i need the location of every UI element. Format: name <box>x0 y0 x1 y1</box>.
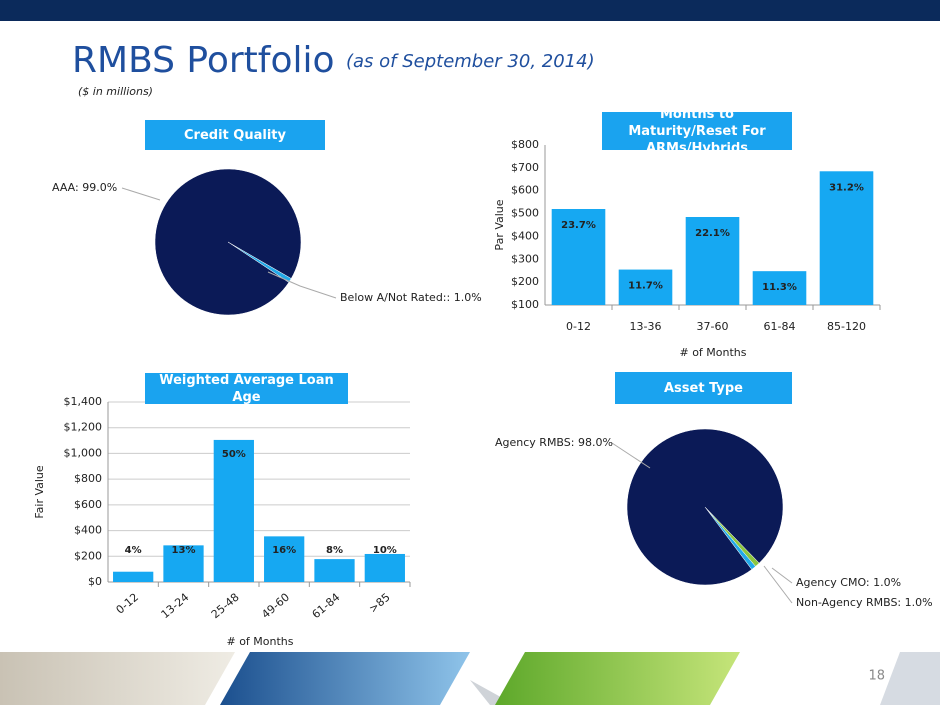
y-tick-label: $600 <box>511 184 539 197</box>
leader-line <box>611 442 651 469</box>
chart-title: Asset Type <box>615 372 792 404</box>
x-tick-label: 25-48 <box>209 591 242 622</box>
y-tick-label: $1,000 <box>64 446 103 459</box>
x-tick-label: 61-84 <box>764 320 796 333</box>
x-tick-label: 0-12 <box>566 320 591 333</box>
bar-annotation: 4% <box>125 545 142 556</box>
bar-annotation: 11.7% <box>628 281 663 292</box>
subtitle-text: (as of September 30, 2014) <box>346 51 595 72</box>
x-tick-label: 61-84 <box>310 591 343 622</box>
bar <box>819 171 874 305</box>
y-tick-label: $200 <box>74 549 102 562</box>
title-text: RMBS Portfolio <box>72 40 335 81</box>
chart-title: Credit Quality <box>145 120 325 150</box>
units-note: ($ in millions) <box>78 85 153 98</box>
x-tick-label: 13-24 <box>159 591 192 622</box>
bar <box>163 545 204 582</box>
leader-line <box>267 271 337 299</box>
y-tick-label: $200 <box>511 275 539 288</box>
x-tick-label: 85-120 <box>827 320 866 333</box>
page-number: 18 <box>868 669 885 684</box>
slice-label: Agency RMBS: 98.0% <box>495 436 613 449</box>
y-tick-label: $800 <box>511 138 539 151</box>
x-axis-label: # of Months <box>679 346 746 359</box>
bar-annotation: 8% <box>326 545 343 556</box>
bar <box>752 271 807 305</box>
bar-annotation: 16% <box>272 545 296 556</box>
bar-annotation: 50% <box>222 449 246 460</box>
bar <box>364 553 405 582</box>
bar <box>551 209 606 305</box>
leader-line <box>763 565 793 604</box>
bar <box>264 536 305 582</box>
bar-annotation: 31.2% <box>829 182 864 193</box>
bar <box>113 571 154 582</box>
x-tick-label: 49-60 <box>259 591 292 622</box>
slice-label: AAA: 99.0% <box>52 181 117 194</box>
y-tick-label: $600 <box>74 498 102 511</box>
slice-label: Below A/Not Rated:: 1.0% <box>340 291 482 304</box>
x-tick-label: >85 <box>367 591 393 616</box>
slice-label: Non-Agency RMBS: 1.0% <box>796 596 933 609</box>
footer-image <box>880 652 940 705</box>
y-axis-label: Fair Value <box>33 465 46 519</box>
chart-title: Months to Maturity/Reset For ARMs/Hybrid… <box>602 107 792 156</box>
y-tick-label: $1,400 <box>64 395 103 408</box>
y-tick-label: $700 <box>511 161 539 174</box>
footer-image <box>495 652 740 705</box>
y-tick-label: $800 <box>74 472 102 485</box>
bar <box>314 559 355 582</box>
x-tick-label: 13-36 <box>630 320 662 333</box>
y-tick-label: $100 <box>511 298 539 311</box>
pie-slice <box>626 428 784 586</box>
slide-title: RMBS Portfolio (as of September 30, 2014… <box>72 40 595 81</box>
x-tick-label: 37-60 <box>697 320 729 333</box>
bar <box>618 269 673 305</box>
y-tick-label: $400 <box>511 229 539 242</box>
top-banner <box>0 0 940 21</box>
bar-annotation: 10% <box>373 545 397 556</box>
bar-annotation: 22.1% <box>695 228 730 239</box>
leader-line <box>771 567 793 584</box>
bar-annotation: 13% <box>172 545 196 556</box>
y-tick-label: $300 <box>511 252 539 265</box>
slice-label: Agency CMO: 1.0% <box>796 576 901 589</box>
x-axis-label: # of Months <box>226 635 293 648</box>
y-axis-label: Par Value <box>493 199 506 250</box>
chart-title: Weighted Average Loan Age <box>145 373 348 405</box>
bar <box>213 439 254 582</box>
y-tick-label: $1,200 <box>64 421 103 434</box>
leader-line <box>121 187 161 201</box>
bar <box>685 217 740 305</box>
footer-image <box>0 652 235 705</box>
y-tick-label: $400 <box>74 524 102 537</box>
x-tick-label: 0-12 <box>114 591 141 617</box>
pie-slice <box>154 168 302 316</box>
bar-annotation: 23.7% <box>561 220 596 231</box>
y-tick-label: $0 <box>88 575 102 588</box>
footer-image <box>220 652 470 705</box>
bar-annotation: 11.3% <box>762 282 797 293</box>
y-tick-label: $500 <box>511 207 539 220</box>
